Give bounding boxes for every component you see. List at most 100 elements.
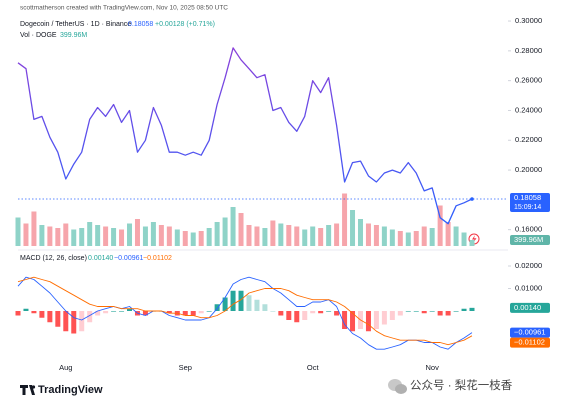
- macd-histogram-bar: [15, 310, 21, 316]
- macd-histogram-bar: [39, 310, 45, 318]
- macd-legend-signal: −0.01102: [143, 255, 172, 262]
- macd-histogram-bar: [294, 310, 300, 323]
- price-line: [17, 47, 473, 225]
- macd-histogram-bar: [302, 310, 308, 320]
- macd-histogram-bar: [95, 310, 101, 316]
- macd-histogram-bar: [238, 290, 244, 311]
- macd-title: MACD (12, 26, close): [20, 255, 87, 262]
- volume-bar: [79, 228, 85, 246]
- y-tick-label: 0.24000: [515, 105, 542, 114]
- volume-bar: [63, 223, 69, 246]
- volume-bar: [365, 223, 371, 246]
- volume-bar: [214, 222, 220, 246]
- volume-bar: [166, 226, 172, 246]
- volume-bar: [421, 226, 427, 246]
- macd-histogram-bar: [71, 310, 77, 334]
- volume-bar: [246, 225, 252, 246]
- x-tick-label: Nov: [426, 363, 440, 372]
- macd-histogram-bar: [23, 308, 29, 311]
- volume-bar: [445, 222, 451, 246]
- volume-label-box: [510, 235, 550, 246]
- volume-bar: [405, 232, 411, 246]
- macd-histogram-bar: [373, 310, 379, 329]
- volume-title: Vol · DOGE: [20, 32, 57, 39]
- volume-bar: [381, 226, 387, 246]
- macd-legend-macd: −0.00961: [114, 255, 143, 262]
- volume-bar: [429, 228, 435, 246]
- volume-last: 399.96M: [60, 32, 87, 39]
- macd-histogram-bar: [63, 310, 69, 332]
- volume-bar: [111, 228, 117, 246]
- macd-histogram-bar: [389, 310, 395, 320]
- volume-bar: [39, 225, 45, 246]
- macd-label: 0.00140: [514, 303, 541, 312]
- macd-histogram-bar: [381, 310, 387, 325]
- volume-bar: [182, 231, 188, 246]
- macd-histogram-bar: [166, 310, 172, 314]
- volume-bar: [95, 225, 101, 246]
- volume-bar: [206, 228, 212, 246]
- macd-line: [17, 276, 473, 350]
- x-tick-label: Sep: [179, 363, 192, 372]
- macd-histogram-bar: [214, 304, 220, 311]
- volume-bar: [270, 220, 276, 246]
- macd-histogram-bar: [31, 310, 37, 314]
- watermark: 公众号 · 梨花一枝香: [410, 378, 513, 392]
- volume-bar: [71, 229, 77, 246]
- macd-histogram-bar: [334, 310, 340, 316]
- volume-bar: [87, 222, 93, 246]
- macd-histogram-bar: [127, 308, 133, 311]
- x-tick-label: Aug: [59, 363, 72, 372]
- price-change: +0.00128 (+0.71%): [155, 21, 215, 28]
- volume-bar: [357, 219, 363, 246]
- volume-bar: [198, 231, 204, 246]
- price-label-box: [510, 193, 550, 213]
- macd-histogram-bar: [429, 310, 435, 312]
- macd-histogram-bar: [142, 310, 148, 316]
- volume-bar: [389, 229, 395, 246]
- macd-histogram-bar: [365, 310, 371, 332]
- volume-bar: [174, 229, 180, 246]
- macd-histogram-bar: [182, 310, 188, 316]
- logo: [20, 385, 36, 395]
- macd-histogram-bar: [461, 308, 467, 311]
- volume-bar: [342, 193, 348, 246]
- volume-bar: [158, 225, 164, 246]
- macd-legend-hist: 0.00140: [88, 255, 113, 262]
- macd-histogram-bar: [119, 310, 125, 312]
- y-tick-label: 0.30000: [515, 16, 542, 25]
- macd-label-box: [510, 302, 550, 313]
- chart-title: Dogecoin / TetherUS · 1D · Binance: [20, 21, 131, 28]
- volume-bar: [15, 217, 21, 246]
- volume-label: 399.96M: [514, 235, 543, 244]
- macd-label: −0.01102: [514, 338, 545, 347]
- volume-bar: [461, 232, 467, 246]
- macd-histogram-bar: [262, 304, 268, 311]
- macd-histogram-bar: [453, 310, 459, 312]
- macd-histogram-bar: [111, 310, 117, 312]
- macd-histogram-bar: [254, 299, 260, 311]
- x-tick-label: Oct: [307, 363, 320, 372]
- last-point: [470, 197, 474, 201]
- y-tick-label: 0.28000: [515, 46, 542, 55]
- volume-bar: [222, 217, 228, 246]
- macd-histogram-bar: [222, 297, 228, 311]
- volume-bar: [230, 207, 236, 246]
- volume-bar: [23, 223, 29, 246]
- volume-bar: [373, 225, 379, 246]
- volume-bar: [318, 228, 324, 246]
- price-label: 0.18058: [514, 193, 541, 202]
- macd-histogram-bar: [103, 310, 109, 314]
- countdown-label: 15:09:14: [514, 204, 541, 211]
- volume-bar: [47, 226, 53, 246]
- macd-histogram-bar: [55, 310, 61, 327]
- macd-histogram-bar: [246, 295, 252, 311]
- macd-histogram-bar: [469, 307, 475, 311]
- y-tick-label: 0.26000: [515, 76, 542, 85]
- macd-histogram-bar: [278, 310, 284, 316]
- volume-bar: [55, 228, 61, 246]
- macd-histogram-bar: [47, 310, 53, 323]
- macd-histogram-bar: [87, 310, 93, 323]
- volume-bar: [238, 213, 244, 246]
- attribution: scottmatherson created with TradingView.…: [20, 5, 228, 12]
